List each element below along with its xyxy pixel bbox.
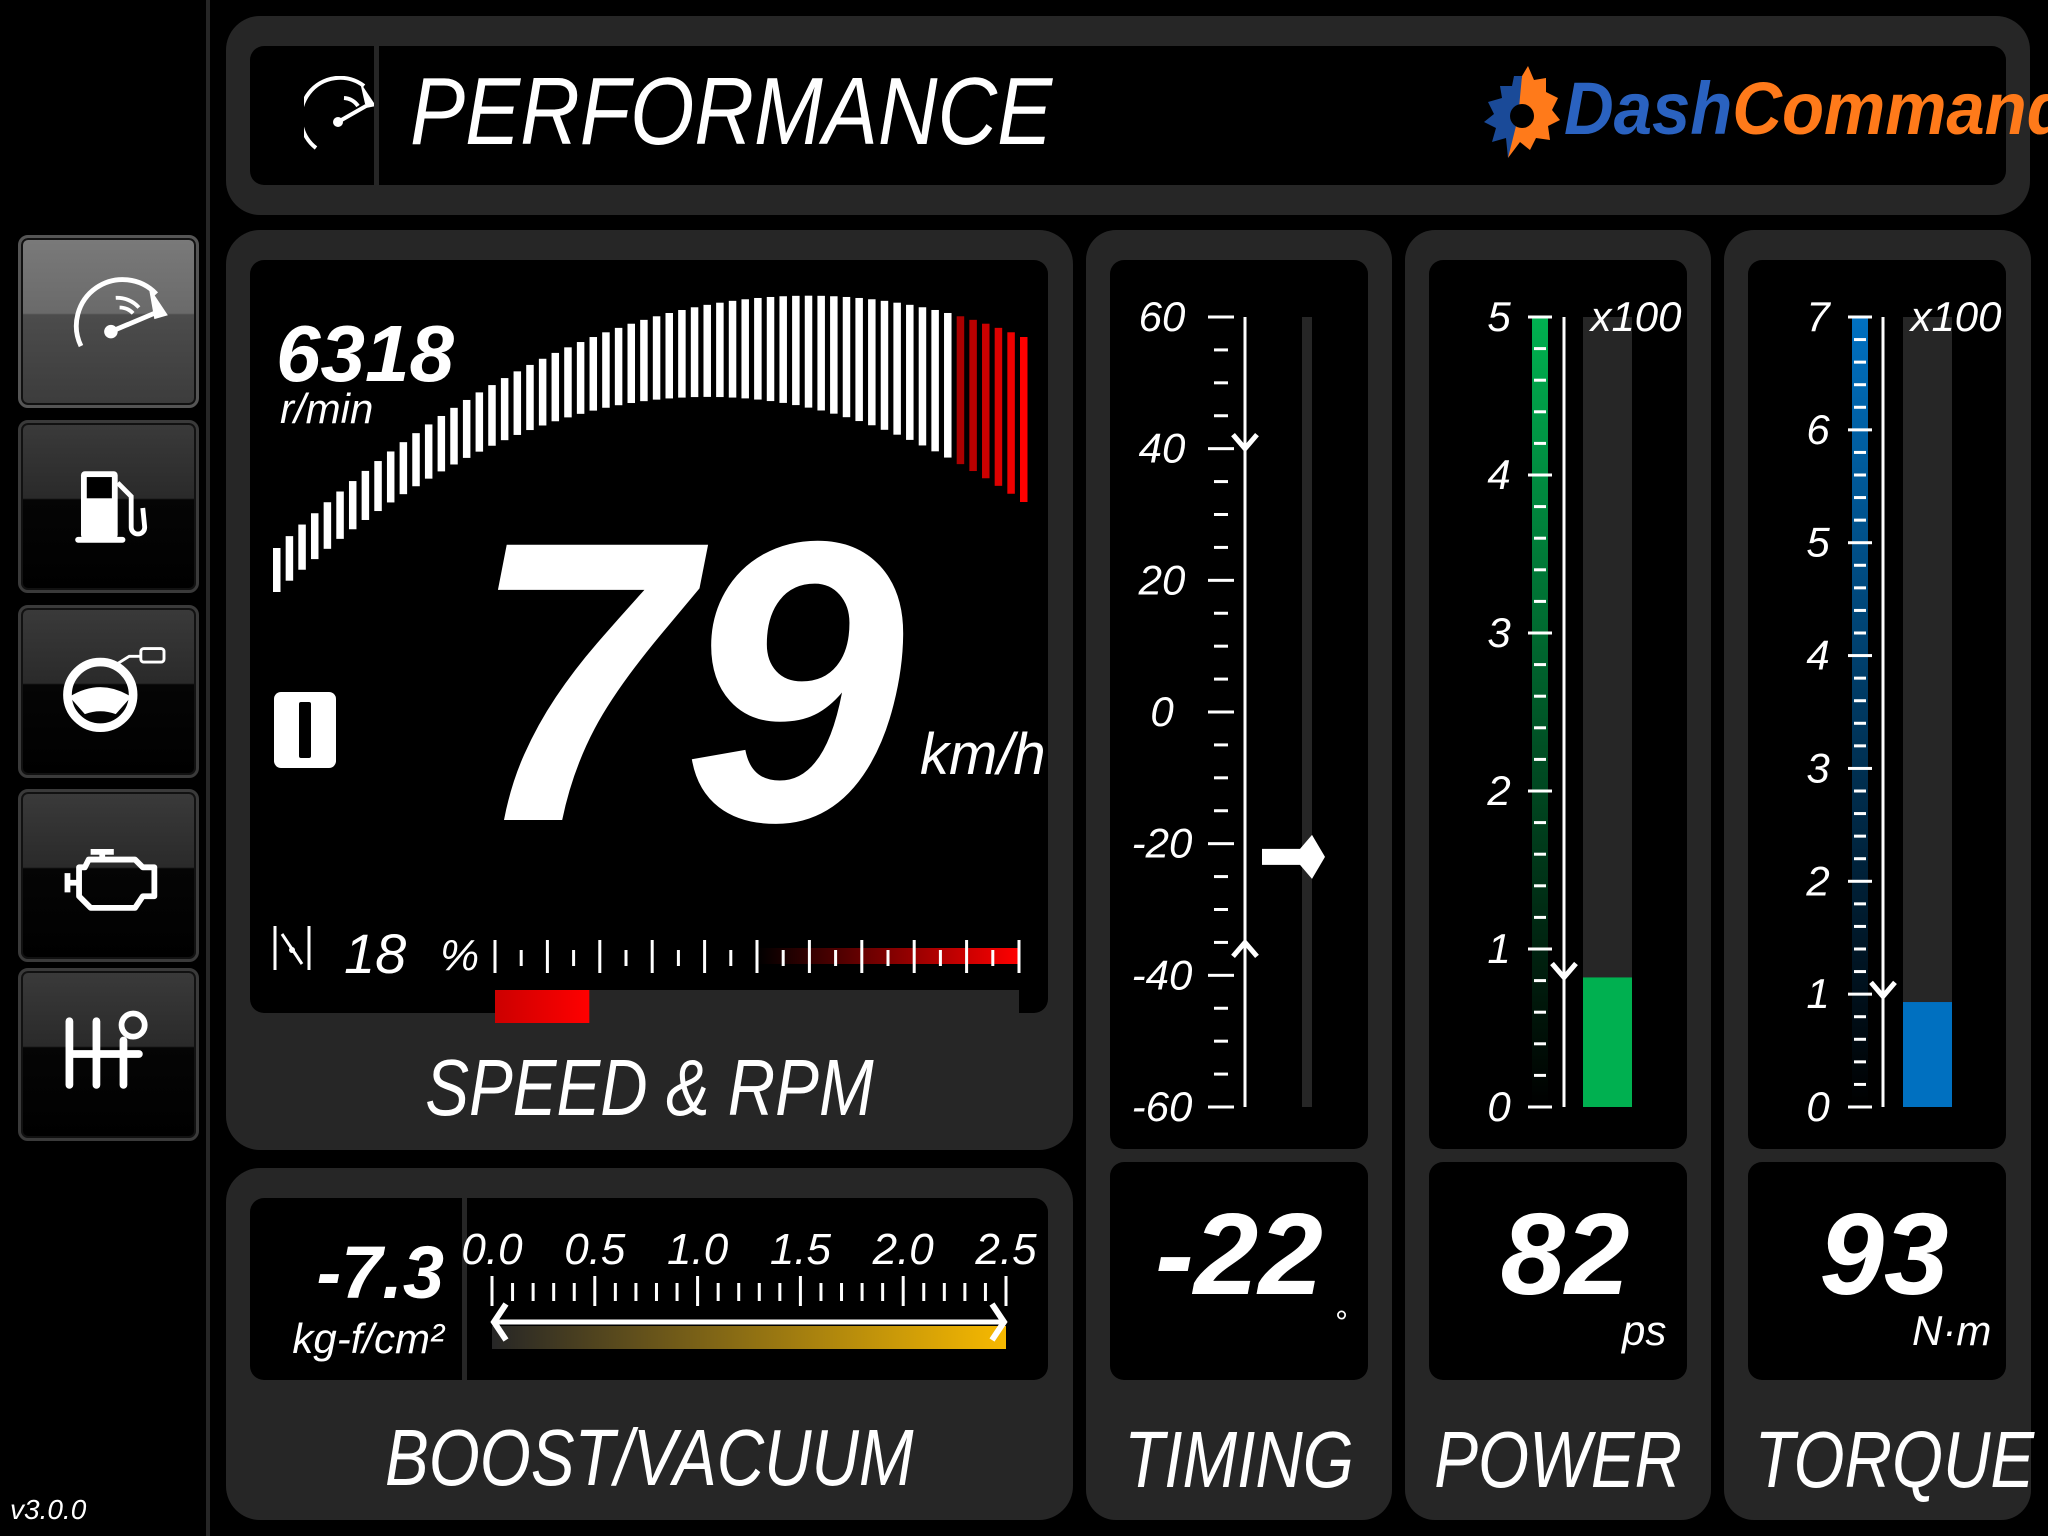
- header-divider: [374, 46, 379, 185]
- timing-label: TIMING: [1086, 1420, 1392, 1500]
- speed-value: 79: [470, 458, 905, 905]
- boost-panel[interactable]: BOOST/VACUUM: [226, 1168, 1073, 1520]
- header-bar: PERFORMANCE DashCommand: [250, 46, 2048, 185]
- sidebar-divider: [206, 0, 210, 1536]
- power-label: POWER: [1405, 1420, 1711, 1500]
- gauge-icon: [304, 76, 376, 150]
- logo-text: DashCommand: [1564, 72, 2048, 146]
- power-gauge: [1429, 260, 1687, 1149]
- dashcommand-logo: DashCommand: [1472, 62, 2048, 168]
- sidebar-item-engine[interactable]: [18, 789, 199, 962]
- timing-gauge: [1110, 260, 1368, 1149]
- speed-rpm-label: SPEED & RPM: [226, 1048, 1073, 1128]
- rpm-unit: r/min: [280, 385, 374, 432]
- power-label-text: POWER: [1434, 1415, 1682, 1504]
- logo-dash: Dash: [1564, 67, 1733, 150]
- speed-rpm-label-text: SPEED & RPM: [425, 1043, 874, 1132]
- sidebar: v3.0.0: [0, 0, 210, 1536]
- timing-label-text: TIMING: [1124, 1415, 1354, 1504]
- boost-value: -7.3: [316, 1231, 444, 1314]
- torque-value: 93: [1819, 1189, 1949, 1319]
- boost-divider: [462, 1198, 467, 1380]
- sidebar-item-transmission[interactable]: [18, 968, 199, 1141]
- gear-shift-icon: [65, 1010, 148, 1089]
- boost-label-text: BOOST/VACUUM: [385, 1413, 914, 1502]
- torque-unit: N·m: [1912, 1307, 1992, 1354]
- sidebar-item-fuel[interactable]: [18, 420, 199, 593]
- timing-value-box: [1110, 1162, 1368, 1380]
- header-panel: PERFORMANCE DashCommand: [226, 16, 2048, 215]
- steering-wheel-icon: [63, 647, 166, 733]
- logo-gear-icon: [1484, 66, 1560, 158]
- torque-label: TORQUE: [1724, 1415, 2035, 1504]
- rpm-value: 6318: [276, 309, 454, 398]
- boost-label: BOOST/VACUUM: [226, 1418, 1073, 1498]
- throttle-value: 18: [344, 922, 407, 985]
- gauge-icon: [73, 277, 168, 348]
- gear-indicator-icon: [274, 692, 336, 768]
- torque-label-text: TORQUE: [1754, 1415, 2035, 1504]
- timing-unit: °: [1334, 1304, 1347, 1340]
- torque-value-box: [1748, 1162, 2006, 1380]
- app-version: v3.0.0: [10, 1494, 87, 1525]
- speed-unit: km/h: [920, 722, 1046, 787]
- sidebar-item-driving[interactable]: [18, 605, 199, 778]
- power-panel[interactable]: POWER: [1405, 230, 1711, 1520]
- sidebar-item-performance[interactable]: [18, 235, 199, 408]
- fuel-pump-icon: [75, 471, 148, 543]
- page-title: PERFORMANCE: [410, 58, 1053, 165]
- boost-unit: kg-f/cm²: [292, 1315, 444, 1362]
- torque-panel[interactable]: TORQUE: [1724, 230, 2035, 1520]
- logo-command: Command: [1732, 67, 2048, 150]
- power-value: 82: [1500, 1189, 1630, 1319]
- engine-icon: [64, 848, 158, 911]
- power-unit: ps: [1622, 1307, 1667, 1354]
- torque-gauge: [1748, 260, 2006, 1149]
- boost-display: [250, 1198, 1048, 1380]
- power-value-box: [1429, 1162, 1687, 1380]
- timing-panel[interactable]: TIMING: [1086, 230, 1392, 1520]
- timing-value: -22: [1155, 1189, 1323, 1319]
- speed-rpm-display: [250, 260, 1048, 1013]
- throttle-unit: %: [440, 931, 480, 980]
- throttle-icon: [273, 926, 311, 970]
